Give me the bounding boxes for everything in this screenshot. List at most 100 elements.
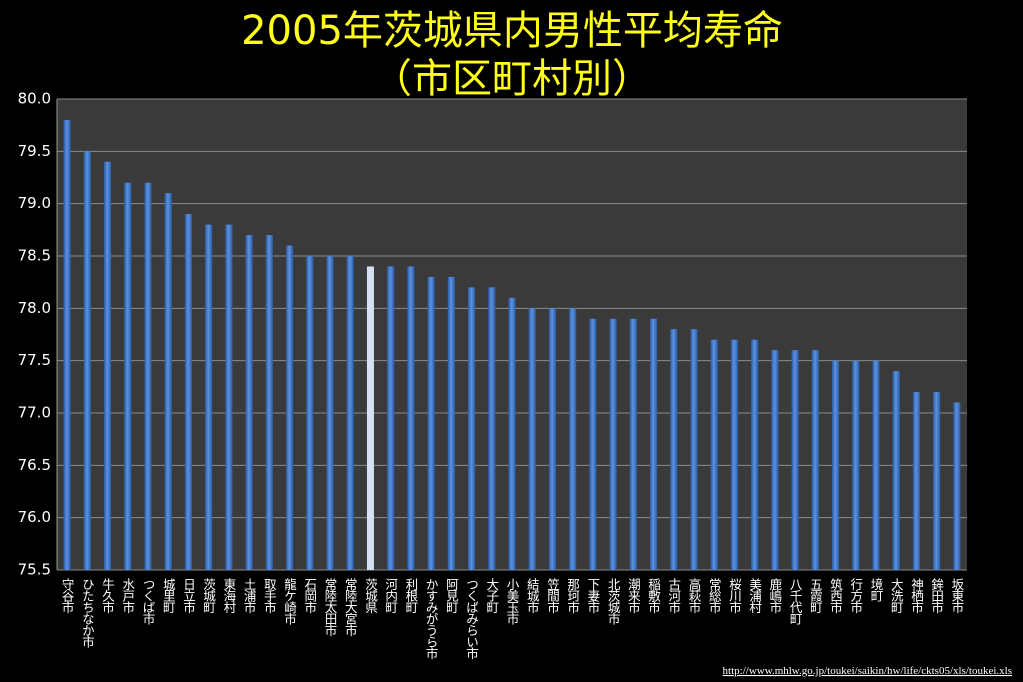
x-tick-label: 大洗町 bbox=[889, 578, 904, 613]
bar-shine bbox=[771, 350, 779, 570]
y-tick-label: 77.5 bbox=[18, 351, 51, 369]
x-tick-label: 神栖市 bbox=[909, 578, 924, 613]
bar-shine bbox=[306, 256, 314, 570]
x-tick-label: 常陸大宮市 bbox=[343, 578, 358, 636]
x-tick-label: 常総市 bbox=[707, 578, 722, 613]
x-tick-label: 石岡市 bbox=[302, 578, 317, 613]
bar-shine bbox=[589, 318, 597, 570]
x-tick-label: 鹿嶋市 bbox=[767, 577, 782, 613]
x-tick-label: 潮来市 bbox=[626, 577, 641, 613]
bar-shine bbox=[670, 329, 678, 570]
bar-shine bbox=[629, 318, 637, 570]
bar-shine bbox=[953, 402, 961, 570]
bar-shine bbox=[286, 245, 294, 571]
bar-shine bbox=[144, 182, 152, 570]
y-tick-label: 75.5 bbox=[18, 561, 51, 579]
x-tick-label: 美浦村 bbox=[747, 578, 762, 613]
y-tick-label: 76.0 bbox=[18, 508, 51, 526]
y-tick-label: 80.0 bbox=[18, 90, 51, 108]
x-tick-label: 日立市 bbox=[181, 578, 196, 613]
bar-shine bbox=[508, 297, 516, 570]
bar-shine bbox=[548, 308, 556, 570]
x-tick-label: 結城市 bbox=[525, 578, 540, 613]
x-tick-label: 取手市 bbox=[262, 578, 277, 613]
source-link[interactable]: http://www.mhlw.go.jp/toukei/saikin/hw/l… bbox=[723, 665, 1012, 677]
bar-shine bbox=[205, 224, 213, 570]
bar-shine bbox=[164, 193, 172, 570]
bar bbox=[366, 266, 374, 570]
bar-shine bbox=[933, 392, 941, 570]
x-tick-label: つくばみらい市 bbox=[464, 578, 479, 659]
bar-shine bbox=[447, 276, 455, 570]
bar-shine bbox=[63, 119, 71, 570]
bar-shine bbox=[326, 256, 334, 570]
x-tick-label: 下妻市 bbox=[585, 578, 600, 613]
x-tick-label: 稲敷市 bbox=[646, 578, 661, 613]
y-tick-label: 79.0 bbox=[18, 194, 51, 212]
y-tick-label: 76.5 bbox=[18, 456, 51, 474]
bar-shine bbox=[468, 287, 476, 570]
bar-shine bbox=[346, 256, 354, 570]
x-tick-label: 茨城県 bbox=[363, 578, 378, 613]
bar-shine bbox=[872, 360, 880, 570]
y-tick-label: 79.5 bbox=[18, 142, 51, 160]
x-tick-label: ひたちなか市 bbox=[80, 578, 95, 648]
bar-shine bbox=[124, 182, 132, 570]
bar-shine bbox=[104, 161, 112, 571]
bar-shine bbox=[751, 339, 759, 570]
x-tick-label: 龍ケ崎市 bbox=[282, 577, 297, 625]
x-tick-label: つくば市 bbox=[141, 578, 156, 625]
chart-title: 2005年茨城県内男性平均寿命 bbox=[241, 8, 783, 54]
x-tick-label: かすみがうら市 bbox=[424, 578, 439, 659]
x-tick-label: 高萩市 bbox=[687, 577, 702, 613]
bar-shine bbox=[528, 308, 536, 570]
y-tick-label: 77.0 bbox=[18, 404, 51, 422]
bar-shine bbox=[488, 287, 496, 570]
x-tick-label: 笠間市 bbox=[545, 577, 560, 613]
x-tick-label: 常陸太田市 bbox=[323, 578, 338, 636]
bar-shine bbox=[184, 214, 192, 570]
x-tick-label: 坂東市 bbox=[949, 578, 964, 613]
x-tick-label: 阿見町 bbox=[444, 578, 459, 613]
bar-shine bbox=[811, 350, 819, 570]
x-tick-label: 古河市 bbox=[666, 577, 681, 613]
x-tick-label: 鉾田市 bbox=[929, 577, 944, 613]
bar-shine bbox=[609, 318, 617, 570]
x-tick-label: 境町 bbox=[869, 577, 884, 602]
bar-shine bbox=[650, 318, 658, 570]
x-tick-label: 筑西市 bbox=[828, 577, 843, 613]
x-tick-label: 五霞町 bbox=[808, 578, 823, 613]
chart-subtitle: （市区町村別） bbox=[372, 56, 652, 102]
bar-shine bbox=[245, 235, 253, 571]
x-tick-label: 守谷市 bbox=[60, 578, 75, 613]
y-tick-label: 78.5 bbox=[18, 247, 51, 265]
x-tick-label: 小美玉市 bbox=[505, 578, 520, 625]
x-tick-label: 行方市 bbox=[848, 578, 863, 613]
x-tick-label: 城里町 bbox=[161, 578, 176, 613]
x-tick-label: 牛久市 bbox=[100, 577, 115, 613]
bar-shine bbox=[690, 329, 698, 570]
x-tick-label: 水戸市 bbox=[120, 578, 135, 613]
x-tick-label: 茨城町 bbox=[201, 578, 216, 613]
x-tick-label: 八千代町 bbox=[788, 578, 803, 625]
x-tick-label: 東海村 bbox=[221, 578, 236, 613]
bar-shine bbox=[912, 392, 920, 570]
x-tick-label: 河内町 bbox=[383, 578, 398, 613]
x-tick-label: 土浦市 bbox=[242, 578, 257, 613]
x-tick-label: 桜川市 bbox=[727, 578, 742, 613]
bar-shine bbox=[832, 360, 840, 570]
x-tick-label: 大子町 bbox=[484, 578, 499, 613]
bar-shine bbox=[852, 360, 860, 570]
bar-shine bbox=[265, 235, 273, 571]
bar-shine bbox=[83, 151, 91, 571]
bar-shine bbox=[427, 276, 435, 570]
bar-shine bbox=[407, 266, 415, 570]
bar-shine bbox=[730, 339, 738, 570]
bar-shine bbox=[569, 308, 577, 570]
bar-shine bbox=[387, 266, 395, 570]
bar-shine bbox=[710, 339, 718, 570]
x-tick-label: 那珂市 bbox=[565, 578, 580, 613]
y-tick-label: 78.0 bbox=[18, 299, 51, 317]
bar-shine bbox=[225, 224, 233, 570]
